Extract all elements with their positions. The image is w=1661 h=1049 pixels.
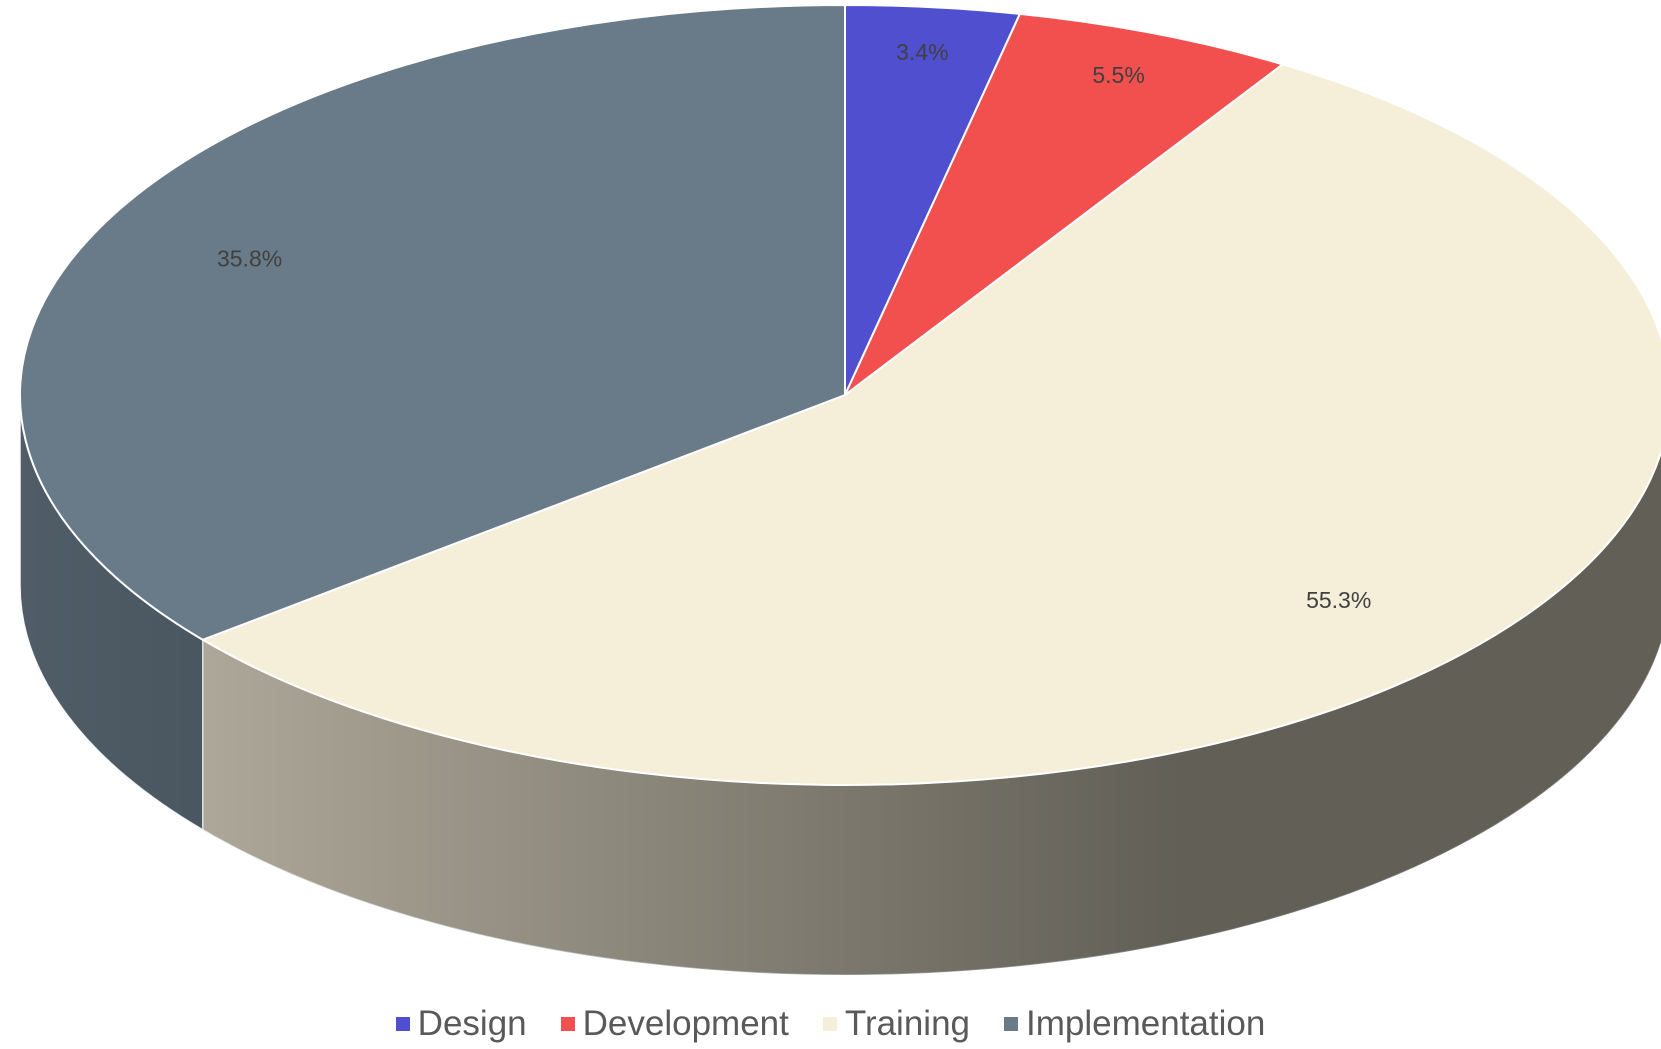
legend-swatch — [822, 1017, 837, 1031]
slice — [200, 63, 1661, 786]
data-label: 35.8% — [217, 245, 282, 271]
legend: Design Development Training Implementation — [0, 1002, 1661, 1046]
legend-item: Development — [560, 1004, 789, 1044]
legend-label: Development — [582, 1004, 789, 1043]
legend-label: Design — [417, 1004, 527, 1043]
data-label: 55.3% — [1306, 587, 1371, 613]
pie-plot: 3.4% 5.5% 55.3% 35.8% — [19, 3, 1661, 976]
legend-item: Design — [395, 1004, 527, 1044]
legend-label: Training — [844, 1004, 971, 1043]
legend-label: Implementation — [1026, 1004, 1266, 1043]
legend-item: Training — [822, 1004, 971, 1044]
legend-swatch — [1004, 1017, 1019, 1031]
legend-item: Implementation — [1004, 1004, 1265, 1044]
data-label: 5.5% — [1092, 62, 1144, 88]
data-label: 3.4% — [896, 39, 948, 65]
legend-swatch — [560, 1017, 575, 1031]
slice — [844, 12, 1285, 396]
slice — [19, 3, 846, 641]
legend-swatch — [395, 1017, 410, 1031]
